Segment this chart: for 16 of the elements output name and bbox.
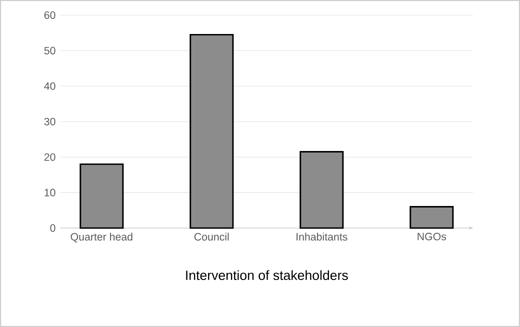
x-tick-label: Inhabitants: [296, 232, 348, 241]
y-tick-label: 60: [44, 11, 56, 19]
bar: [190, 34, 234, 229]
bar: [80, 163, 124, 229]
bar: [410, 206, 454, 229]
y-tick-label: 30: [44, 118, 56, 126]
x-tick-label: NGOs: [418, 232, 446, 240]
y-tick-label: 0: [50, 224, 56, 232]
x-axis-title: Intervention of stakeholders: [186, 270, 348, 280]
x-tick-label: Council: [194, 232, 229, 241]
y-tick-label: 50: [44, 46, 56, 54]
y-tick-label: 10: [44, 188, 56, 196]
bar: [300, 151, 344, 229]
y-tick-label: 20: [44, 153, 56, 161]
x-tick-label: Quarter head: [70, 232, 132, 242]
y-tick-label: 40: [44, 82, 56, 90]
